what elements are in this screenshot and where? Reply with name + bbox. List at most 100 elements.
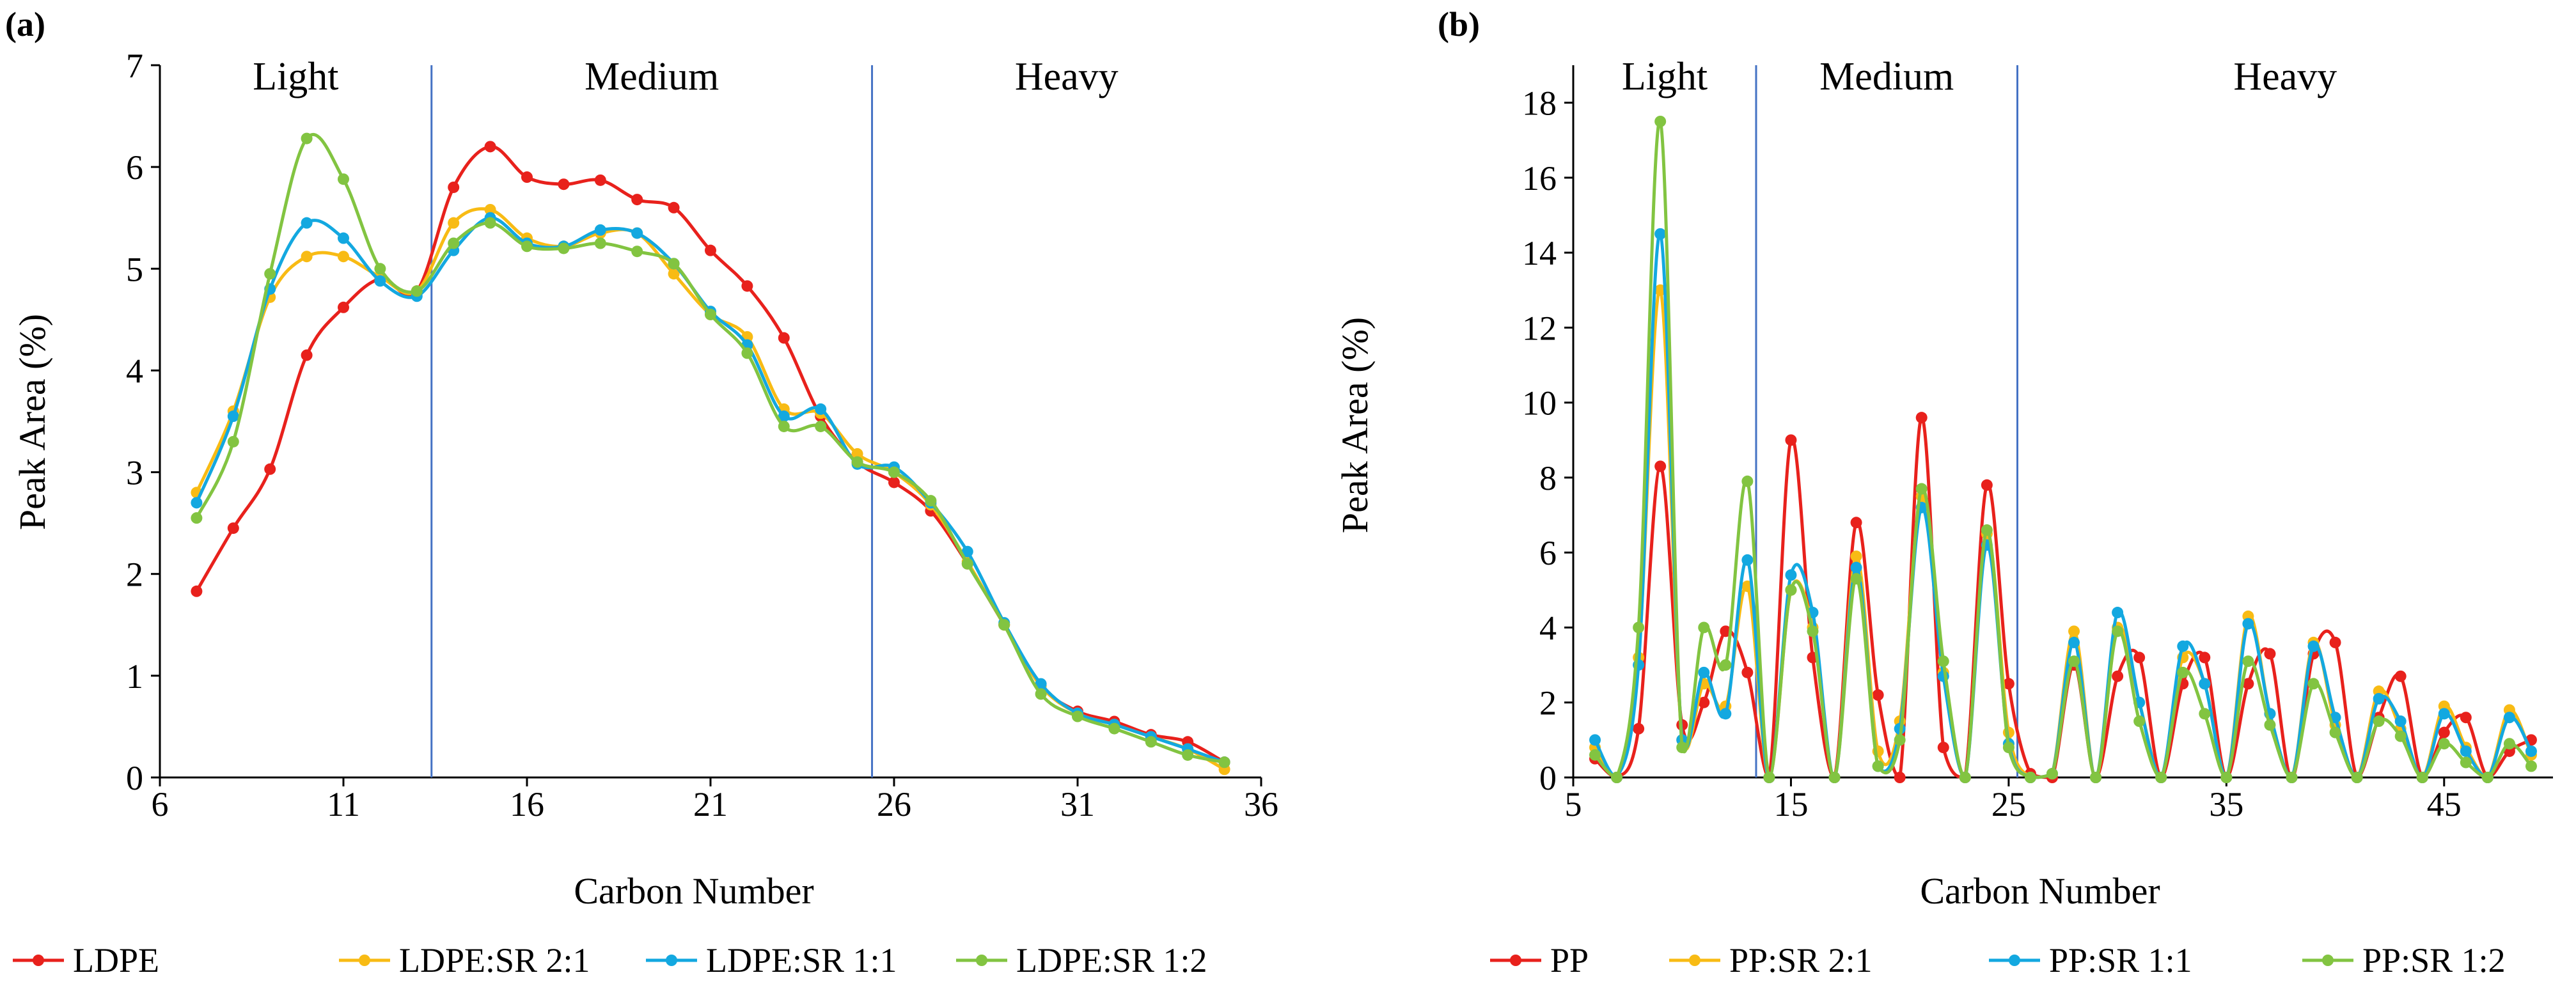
panel-a-label: (a) [5, 5, 45, 43]
panel-a-series-4-point-8 [227, 435, 239, 448]
panel-b-series-1-point-25 [2002, 678, 2014, 690]
panel-a-series-2-point-10 [301, 251, 313, 263]
panel-b-series-1-point-20 [1894, 772, 1906, 783]
panel-b-y-tick-label: 16 [1522, 159, 1557, 198]
panel-a-series-4-point-29 [998, 619, 1010, 631]
panel-b-series-1-point-34 [2199, 652, 2211, 664]
panel-a-region-label-medium: Medium [585, 55, 719, 98]
panel-b-series-1-point-15 [1785, 434, 1797, 446]
panel-b-series-4-point-8 [1633, 621, 1645, 634]
panel-b-series-3-point-18 [1850, 561, 1862, 574]
panel-b-y-tick-label: 2 [1539, 684, 1557, 722]
panel-a-series-2-point-20 [668, 268, 680, 280]
panel-b-x-tick-label: 35 [2209, 785, 2243, 823]
panel-b-series-4-point-21 [1915, 483, 1928, 495]
panel-a-legend-marker-2 [359, 955, 370, 966]
panel-b-series-1-point-36 [2242, 678, 2254, 690]
panel-a-series-line-2 [195, 207, 1225, 771]
panel-b-series-1-point-19 [1872, 689, 1884, 701]
panel-b-series-1-point-18 [1850, 517, 1862, 529]
panel-a-series-4-point-7 [191, 512, 203, 524]
panel-b-series-3-point-34 [2199, 678, 2211, 690]
panel-b-series-3-point-11 [1698, 666, 1710, 678]
panel-b-series-3-point-33 [2177, 640, 2189, 652]
panel-b-region-label-medium: Medium [1819, 55, 1954, 98]
panel-a-x-tick-label: 11 [327, 785, 360, 823]
panel-a-series-4-point-9 [264, 268, 276, 280]
panel-a-series-1-point-17 [558, 178, 570, 191]
panel-b-series-3-point-36 [2242, 618, 2254, 630]
panel-a-series-1-point-8 [227, 522, 239, 535]
panel-b-series-4-point-36 [2242, 655, 2254, 667]
panel-a-series-1-point-22 [741, 280, 753, 292]
panel-b-series-1-point-9 [1654, 460, 1667, 472]
panel-b: (b) Light Medium Heavy 0 2 4 6 8 10 12 14 16 18 5 15… [1334, 5, 2553, 979]
panel-a-series-3-point-8 [227, 410, 239, 423]
panel-a-series-4-point-10 [301, 132, 313, 144]
panel-a-series-1-point-18 [594, 174, 606, 186]
panel-b-series-4-point-20 [1894, 734, 1906, 746]
panel-a-series-2-point-14 [448, 217, 460, 229]
panel-a-series-line-4 [195, 132, 1225, 764]
panel-a-y-axis-label: Peak Area (%) [12, 314, 53, 530]
panel-b-series-4-point-31 [2133, 715, 2146, 728]
panel-b-series-4-point-39 [2307, 678, 2320, 690]
panel-b-series-4-point-45 [2438, 738, 2450, 750]
panel-a: (a) Light Medium Heavy 0 1 2 3 4 5 6 7 6 11 16 21 26 3… [5, 5, 1278, 979]
panel-a-y-tick-label: 6 [126, 148, 143, 187]
panel-a-series-4-point-25 [851, 456, 863, 468]
panel-a-y-tick-label: 3 [126, 454, 143, 492]
panel-a-series-4-point-14 [448, 237, 460, 249]
panel-b-series-2-point-18 [1850, 550, 1862, 563]
panel-b-legend-marker-3 [2009, 955, 2020, 966]
panel-a-legend: LDPE LDPE:SR 2:1 LDPE:SR 1:1 LDPE:SR 1:2 [13, 941, 1207, 979]
panel-b-series-4-point-41 [2351, 772, 2363, 783]
panel-a-series-4-point-23 [778, 420, 790, 432]
panel-b-series-1-point-11 [1698, 696, 1710, 708]
panel-b-series-4-point-42 [2373, 715, 2385, 728]
panel-b-series-4-point-22 [1937, 655, 1949, 667]
panel-a-series-4-point-20 [668, 258, 680, 270]
panel-a-y-tick-label: 5 [126, 250, 143, 288]
panel-b-series-4-point-32 [2155, 772, 2167, 783]
panel-b-x-tick-label: 5 [1565, 785, 1582, 823]
panel-a-series-4-point-18 [594, 237, 606, 249]
panel-a-legend-marker-3 [666, 955, 677, 966]
panel-b-series-4-point-49 [2525, 760, 2537, 772]
panel-b-x-tick-label: 45 [2427, 785, 2462, 823]
panel-a-series-4-point-11 [338, 173, 349, 185]
panel-b-series-4-point-12 [1720, 659, 1732, 671]
panel-a-series-1-point-15 [484, 141, 496, 153]
panel-a-legend-label-1: LDPE [73, 941, 159, 979]
panel-a-series-2-point-11 [338, 251, 349, 263]
panel-b-series-4-point-15 [1785, 584, 1797, 596]
panel-a-y-tick-label: 0 [126, 759, 143, 797]
panel-b-y-tick-label: 18 [1522, 84, 1557, 123]
panel-a-series-line-1 [195, 144, 1225, 764]
panel-b-series-4-point-34 [2199, 708, 2211, 720]
panel-b-series-1-point-46 [2460, 712, 2472, 724]
panel-b-legend-marker-2 [1689, 955, 1700, 966]
panel-b-series-1-point-40 [2329, 636, 2341, 648]
panel-a-series-4-point-12 [374, 263, 386, 275]
panel-b-series-4-point-19 [1872, 760, 1884, 772]
panel-b-y-tick-label: 4 [1539, 609, 1557, 647]
panel-b-series-3-point-46 [2460, 745, 2472, 757]
panel-a-x-tick-label: 21 [693, 785, 728, 823]
panel-b-series-4-point-10 [1676, 742, 1688, 754]
panel-a-series-4-point-35 [1218, 756, 1230, 769]
panel-b-label: (b) [1438, 5, 1480, 43]
panel-b-series-3-point-49 [2525, 745, 2537, 757]
panel-a-series-4-point-31 [1072, 710, 1083, 722]
panel-b-series-3-point-45 [2438, 708, 2450, 720]
panel-b-x-axis-label: Carbon Number [1920, 870, 2160, 912]
panel-a-series-3-point-19 [631, 227, 643, 239]
panel-a-series-4-point-13 [411, 285, 423, 297]
panel-b-series-4-point-11 [1698, 621, 1710, 634]
panel-b-series-3-point-13 [1741, 554, 1754, 566]
panel-b-series-3-point-12 [1720, 708, 1732, 720]
panel-a-series-1-point-10 [301, 349, 313, 361]
panel-b-series-4-point-28 [2068, 655, 2080, 667]
panel-a-series-1-point-9 [264, 463, 276, 475]
panel-b-series-3-point-9 [1654, 228, 1667, 240]
